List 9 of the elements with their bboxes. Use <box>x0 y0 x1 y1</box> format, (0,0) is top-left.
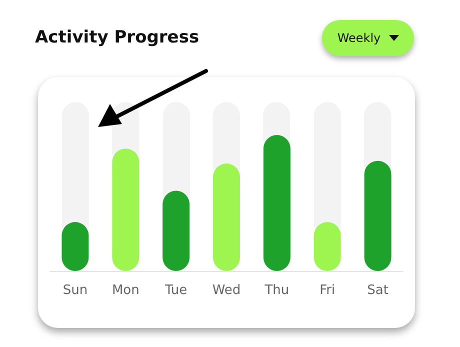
x-tick-label: Fri <box>320 283 336 298</box>
dropdown-button: Weekly <box>322 20 414 56</box>
x-tick-label: Sat <box>367 283 388 298</box>
x-tick-label: Thu <box>264 283 290 298</box>
x-tick-label: Mon <box>112 283 140 298</box>
x-tick-label: Wed <box>212 283 241 298</box>
x-tick-label: Sun <box>62 283 88 298</box>
x-tick-label: Tue <box>164 283 188 298</box>
chart-title: Activity Progress <box>35 28 200 48</box>
